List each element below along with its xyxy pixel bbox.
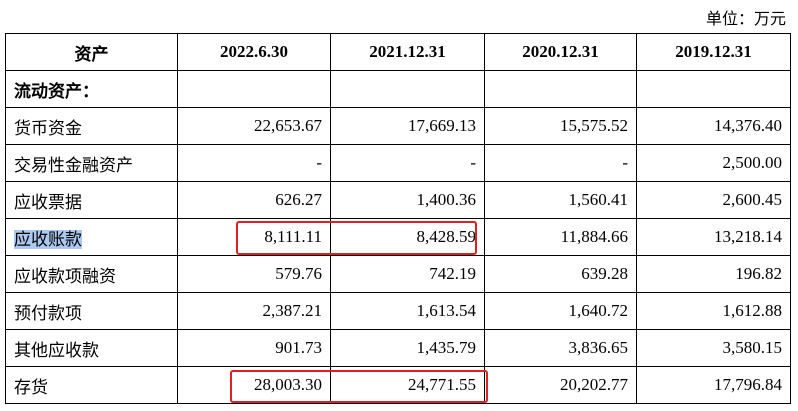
value-cell: 8,428.59 — [330, 218, 485, 256]
balance-table: 资产 2022.6.30 2021.12.31 2020.12.31 2019.12.3… — [5, 33, 791, 404]
value-cell: 1,612.88 — [636, 292, 791, 330]
value-cell: - — [330, 144, 485, 182]
value-cell: 1,435.79 — [330, 329, 485, 367]
empty-cell — [636, 70, 791, 108]
value-cell: 13,218.14 — [636, 218, 791, 256]
empty-cell — [484, 70, 637, 108]
row-label: 存货 — [14, 377, 48, 397]
unit-note: 单位：万元 — [705, 11, 786, 28]
value-cell: - — [484, 144, 637, 182]
row-label-cell: 交易性金融资产 — [5, 144, 178, 182]
value-cell: 2,500.00 — [636, 144, 791, 182]
header-cell: 2020.12.31 — [484, 33, 637, 71]
value-cell: 24,771.55 — [330, 366, 485, 404]
value-cell: 22,653.67 — [177, 107, 331, 145]
value-cell: 20,202.77 — [484, 366, 637, 404]
row-label: 交易性金融资产 — [14, 155, 133, 175]
highlight-box — [236, 221, 477, 255]
row-label-cell: 货币资金 — [5, 107, 178, 145]
empty-cell — [330, 70, 485, 108]
header-cell: 资产 — [5, 33, 178, 71]
highlight-box — [230, 370, 488, 403]
value-cell: 15,575.52 — [484, 107, 637, 145]
value-cell: 8,111.11 — [177, 218, 331, 256]
row-label: 其他应收款 — [14, 340, 99, 360]
row-label: 预付款项 — [14, 303, 82, 323]
value-cell: 1,400.36 — [330, 181, 485, 219]
value-cell: 579.76 — [177, 255, 331, 293]
data-row: 预付款项 2,387.21 1,613.54 1,640.72 1,612.88 — [5, 292, 791, 330]
value-cell: 2,600.45 — [636, 181, 791, 219]
data-row: 应收账款 8,111.11 8,428.59 11,884.66 13,218.14 — [5, 218, 791, 256]
value-cell: 3,580.15 — [636, 329, 791, 367]
value-cell: 639.28 — [484, 255, 637, 293]
value-cell: 3,836.65 — [484, 329, 637, 367]
value-cell: 1,560.41 — [484, 181, 637, 219]
value-cell: 14,376.40 — [636, 107, 791, 145]
row-label-cell: 应收账款 — [5, 218, 178, 256]
value-cell: 1,613.54 — [330, 292, 485, 330]
value-cell: 2,387.21 — [177, 292, 331, 330]
value-cell: 196.82 — [636, 255, 791, 293]
row-label-cell: 应收票据 — [5, 181, 178, 219]
section-label: 流动资产： — [5, 70, 178, 108]
row-label-cell: 存货 — [5, 366, 178, 404]
value-cell: 11,884.66 — [484, 218, 637, 256]
header-cell: 2019.12.31 — [636, 33, 791, 71]
value-cell: 742.19 — [330, 255, 485, 293]
data-row: 应收款项融资 579.76 742.19 639.28 196.82 — [5, 255, 791, 293]
data-row: 存货 28,003.30 24,771.55 20,202.77 17,796.84 — [5, 366, 791, 404]
header-row: 资产 2022.6.30 2021.12.31 2020.12.31 2019.12.3… — [5, 33, 791, 71]
row-label: 货币资金 — [14, 118, 82, 138]
row-label-cell: 其他应收款 — [5, 329, 178, 367]
value-cell: 626.27 — [177, 181, 331, 219]
row-label: 应收款项融资 — [14, 266, 116, 286]
header-cell: 2022.6.30 — [177, 33, 331, 71]
header-cell: 2021.12.31 — [330, 33, 485, 71]
row-label-cell: 预付款项 — [5, 292, 178, 330]
value-cell: 1,640.72 — [484, 292, 637, 330]
data-row: 货币资金 22,653.67 17,669.13 15,575.52 14,376.40 — [5, 107, 791, 145]
table-body: 资产 2022.6.30 2021.12.31 2020.12.31 2019.12.3… — [5, 33, 791, 404]
value-cell: 28,003.30 — [177, 366, 331, 404]
data-row: 交易性金融资产 - - -2,500.00 — [5, 144, 791, 182]
data-row: 应收票据 626.27 1,400.36 1,560.41 2,600.45 — [5, 181, 791, 219]
row-label: 应收票据 — [14, 192, 82, 212]
value-cell: 901.73 — [177, 329, 331, 367]
row-label: 应收账款 — [14, 229, 82, 249]
value-cell: - — [177, 144, 331, 182]
empty-cell — [177, 70, 331, 108]
section-row: 流动资产： — [5, 70, 791, 108]
row-label-cell: 应收款项融资 — [5, 255, 178, 293]
data-row: 其他应收款 901.73 1,435.79 3,836.65 3,580.15 — [5, 329, 791, 367]
value-cell: 17,669.13 — [330, 107, 485, 145]
value-cell: 17,796.84 — [636, 366, 791, 404]
